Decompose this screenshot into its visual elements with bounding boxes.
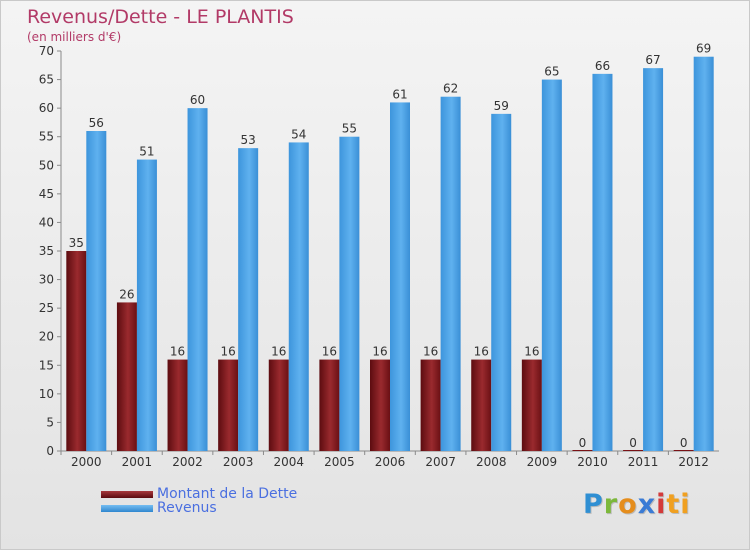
data-label: 16	[423, 345, 438, 359]
logo-letter: o	[618, 489, 638, 520]
data-label: 67	[645, 53, 660, 67]
x-tick-label: 2011	[628, 455, 659, 469]
data-label: 56	[89, 116, 104, 130]
bar-debt	[572, 450, 593, 451]
data-label: 59	[494, 99, 509, 113]
bar-revenue	[592, 73, 613, 451]
data-label: 0	[680, 436, 688, 450]
bar-revenue	[86, 131, 107, 451]
bar-revenue	[339, 136, 360, 451]
bar-debt	[268, 359, 289, 451]
data-label: 16	[524, 345, 539, 359]
data-label: 35	[69, 236, 84, 250]
logo-letter: i	[656, 489, 667, 520]
logo-letter: x	[637, 489, 657, 520]
bar-debt	[167, 359, 188, 451]
bar-debt	[66, 251, 87, 451]
data-label: 62	[443, 82, 458, 96]
data-label: 53	[241, 133, 256, 147]
x-tick-label: 2009	[527, 455, 558, 469]
y-tick-label: 0	[46, 444, 54, 458]
bar-debt	[319, 359, 340, 451]
data-label: 16	[474, 345, 489, 359]
x-tick-label: 2006	[375, 455, 406, 469]
y-tick-label: 55	[39, 130, 54, 144]
bar-revenue	[440, 96, 461, 451]
data-label: 26	[119, 287, 134, 301]
y-tick-label: 35	[39, 244, 54, 258]
logo-letter: ti	[666, 489, 691, 520]
y-tick-label: 70	[39, 44, 54, 58]
data-label: 16	[221, 345, 236, 359]
bar-debt	[623, 450, 644, 451]
data-label: 65	[544, 65, 559, 79]
bar-debt	[471, 359, 492, 451]
x-tick-label: 2003	[223, 455, 254, 469]
y-tick-label: 15	[39, 358, 54, 372]
bar-debt	[521, 359, 542, 451]
x-tick-label: 2007	[425, 455, 456, 469]
x-tick-label: 2010	[577, 455, 608, 469]
bar-revenue	[136, 159, 157, 452]
legend-label-revenue: Revenus	[157, 500, 217, 516]
x-tick-label: 2000	[71, 455, 102, 469]
data-label: 69	[696, 42, 711, 56]
chart-title: Revenus/Dette - LE PLANTIS	[27, 6, 294, 28]
y-tick-label: 5	[46, 415, 54, 429]
bar-revenue	[541, 79, 562, 452]
y-tick-label: 10	[39, 387, 54, 401]
proxiti-logo: Proxiti	[583, 489, 691, 520]
legend-swatch-revenue	[101, 505, 153, 512]
data-label: 0	[579, 436, 587, 450]
data-label: 61	[392, 87, 407, 101]
x-tick-label: 2001	[122, 455, 153, 469]
y-tick-label: 50	[39, 158, 54, 172]
data-label: 16	[372, 345, 387, 359]
y-tick-label: 45	[39, 187, 54, 201]
y-tick-label: 65	[39, 73, 54, 87]
legend-swatch-debt	[101, 491, 153, 498]
data-label: 60	[190, 93, 205, 107]
y-tick-label: 25	[39, 301, 54, 315]
chart-bars	[66, 56, 714, 452]
logo-letter: r	[603, 489, 619, 520]
x-tick-label: 2004	[273, 455, 304, 469]
bar-revenue	[390, 102, 410, 451]
y-tick-label: 20	[39, 330, 54, 344]
bar-revenue	[238, 148, 259, 451]
data-label: 66	[595, 59, 610, 73]
data-label: 16	[271, 345, 286, 359]
bar-debt	[116, 302, 137, 451]
bar-debt	[370, 359, 390, 451]
data-label: 16	[170, 345, 185, 359]
bar-revenue	[187, 108, 208, 452]
y-tick-label: 40	[39, 215, 54, 229]
y-tick-label: 30	[39, 273, 54, 287]
bar-revenue	[643, 68, 664, 452]
legend-label-debt: Montant de la Dette	[157, 486, 298, 502]
bar-debt	[218, 359, 239, 451]
chart-subtitle: (en milliers d'€)	[27, 30, 122, 44]
bar-debt	[420, 359, 441, 451]
data-label: 16	[322, 345, 337, 359]
data-label: 54	[291, 127, 306, 141]
x-tick-label: 2008	[476, 455, 507, 469]
data-label: 0	[629, 436, 637, 450]
x-tick-label: 2012	[678, 455, 709, 469]
x-tick-label: 2002	[172, 455, 203, 469]
bar-revenue	[491, 113, 512, 451]
chart-data-labels: 35 26 16 16 16 16 16 16 16 16 0 0 0 56 51 60 53 54 55 61 62 5…	[69, 42, 712, 450]
data-label: 55	[342, 122, 357, 136]
y-tick-label: 60	[39, 101, 54, 115]
bar-revenue	[288, 142, 309, 451]
bar-revenue	[693, 56, 714, 451]
bar-debt	[673, 450, 694, 451]
x-tick-label: 2005	[324, 455, 355, 469]
logo-letter: P	[583, 489, 604, 520]
data-label: 51	[139, 145, 154, 159]
